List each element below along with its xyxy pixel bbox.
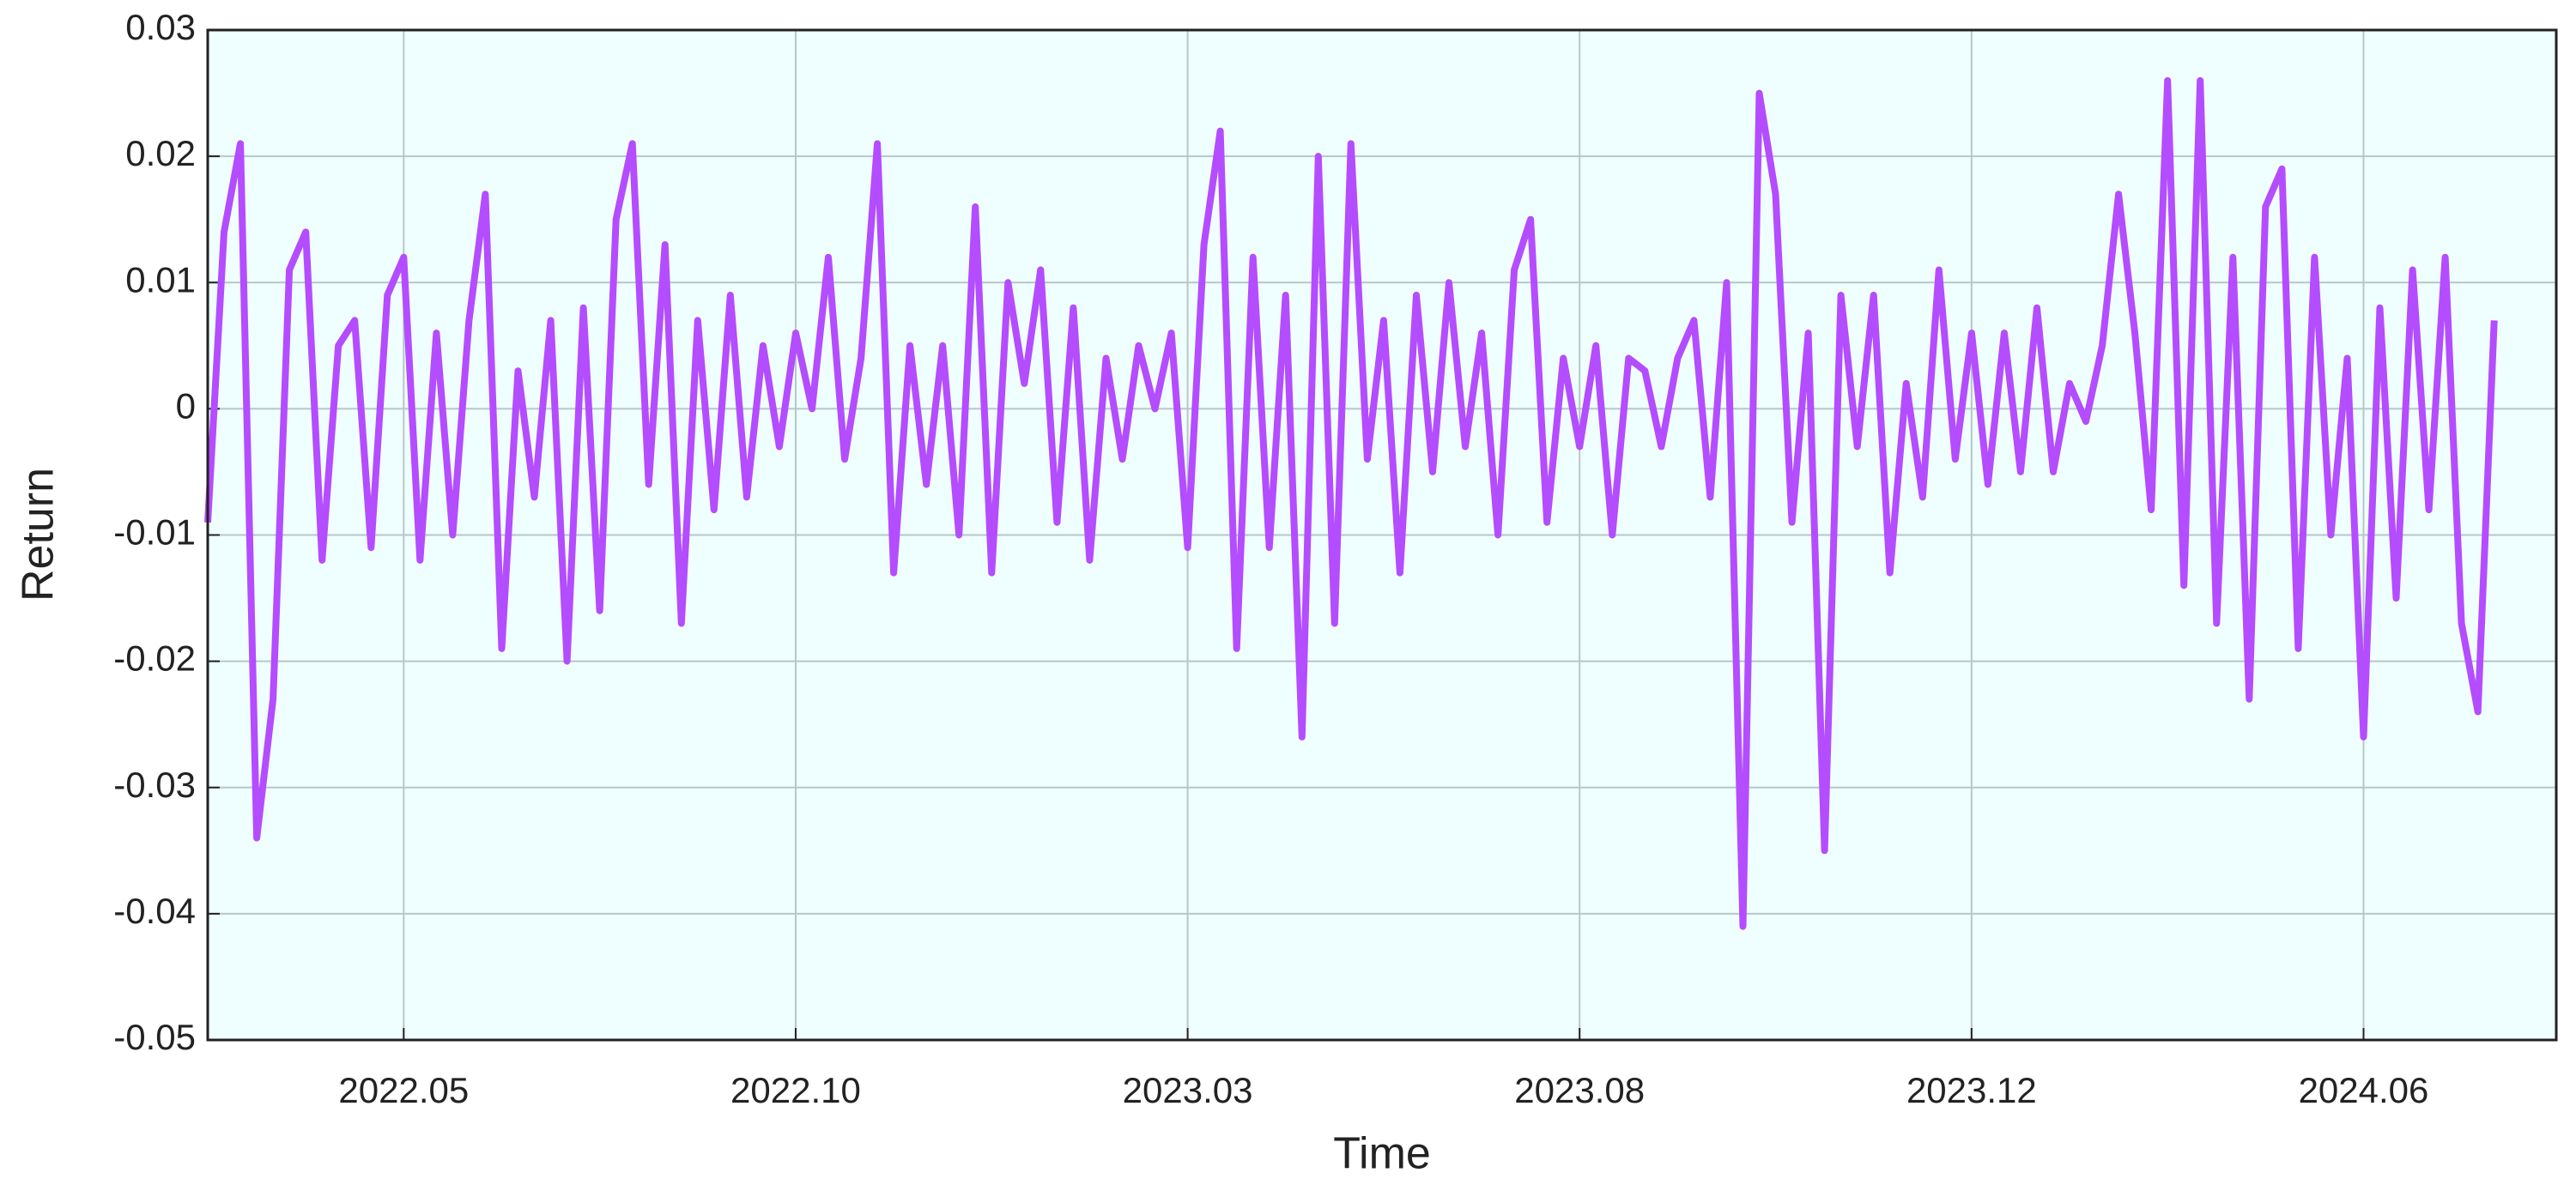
- y-tick-label: 0.03: [125, 7, 196, 47]
- x-tick-label: 2023.03: [1123, 1070, 1253, 1110]
- axes-frame: [206, 28, 2558, 1042]
- y-tick-label: -0.01: [113, 512, 196, 553]
- series: [204, 76, 2498, 930]
- line-series: [204, 76, 2498, 930]
- y-tick-label: 0.02: [125, 133, 196, 173]
- x-axis-label: Time: [1333, 1129, 1431, 1179]
- y-tick-label: -0.03: [113, 765, 196, 805]
- y-tick-label: -0.05: [113, 1017, 196, 1057]
- y-tick-label: -0.02: [113, 638, 196, 679]
- grid: [208, 29, 2556, 1041]
- tick-labels: -0.05 -0.04 -0.03 -0.02 -0.01 0 0.01 0.02 0.03 20…: [113, 7, 2428, 1110]
- x-tick-label: 2023.08: [1514, 1070, 1645, 1110]
- y-tick-label: 0.01: [125, 259, 196, 299]
- y-tick-label: -0.04: [113, 891, 196, 931]
- x-tick-label: 2022.05: [338, 1070, 469, 1110]
- y-tick-label: 0: [176, 385, 196, 426]
- x-tick-label: 2023.12: [1906, 1070, 2037, 1110]
- x-tick-label: 2024.06: [2299, 1070, 2429, 1110]
- x-tick-label: 2022.10: [730, 1070, 861, 1110]
- y-axis-label: Return: [14, 468, 64, 602]
